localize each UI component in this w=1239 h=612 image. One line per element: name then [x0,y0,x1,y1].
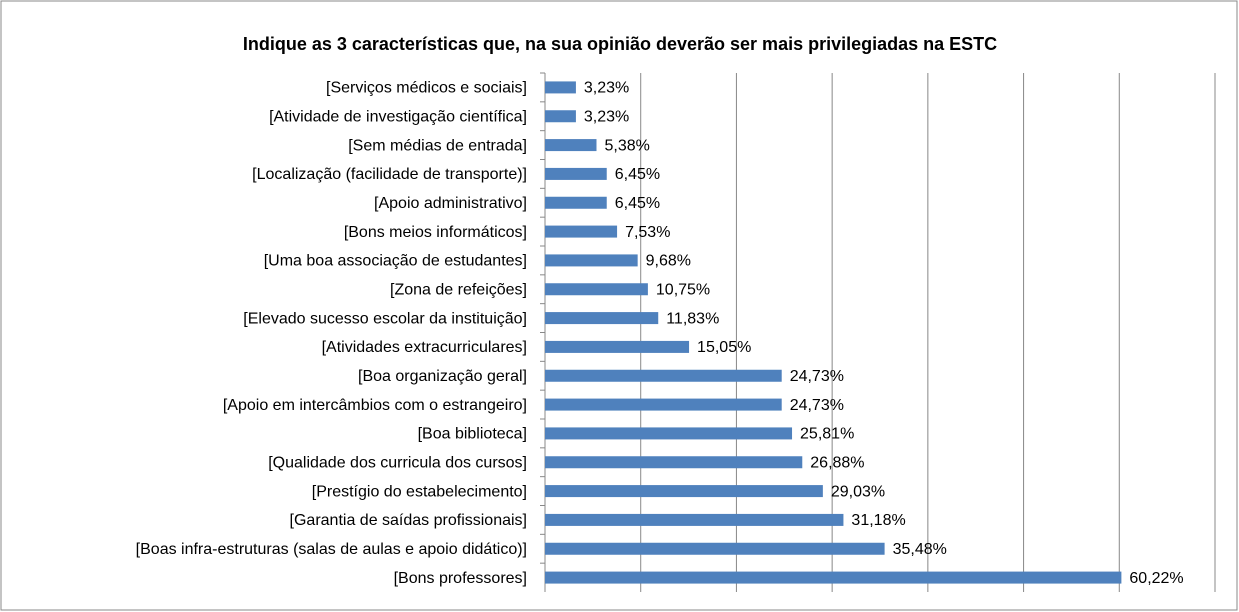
y-tick-label: [Boas infra-estruturas (salas de aulas e… [136,541,527,558]
bar [545,225,618,238]
bar [545,456,803,469]
bar [545,398,782,411]
bar [545,167,607,180]
bar [545,340,690,353]
data-label: 25,81% [800,426,854,443]
bar [545,139,597,152]
bar [545,254,638,267]
y-tick-label: [Bons professores] [394,570,527,587]
y-tick-label: [Uma boa associação de estudantes] [264,253,527,270]
data-label: 3,23% [584,108,629,125]
data-label: 10,75% [656,281,710,298]
data-label: 6,45% [615,195,660,212]
bar [545,571,1122,584]
y-tick-label: [Apoio administrativo] [374,195,527,212]
bar [545,427,793,440]
data-label: 11,83% [666,310,719,327]
data-label: 15,05% [697,339,751,356]
y-tick-label: [Prestígio do estabelecimento] [312,483,527,500]
y-tick-label: [Garantia de saídas profissionais] [290,512,527,529]
bar [545,110,576,123]
y-tick-label: [Bons meios informáticos] [344,224,527,241]
data-label: 29,03% [831,483,885,500]
y-tick-label: [Atividade de investigação científica] [269,108,527,125]
y-tick-label: [Serviços médicos e sociais] [326,80,527,97]
bar [545,196,607,209]
y-tick-label: [Boa biblioteca] [418,426,527,443]
y-tick-label: [Boa organização geral] [358,368,527,385]
y-tick-label: [Qualidade dos curricula dos cursos] [268,454,527,471]
data-label: 60,22% [1129,570,1183,587]
y-tick-label: [Localização (facilidade de transporte)] [252,166,527,183]
y-tick-label: [Apoio em intercâmbios com o estrangeiro… [223,397,527,414]
data-label: 24,73% [790,368,844,385]
y-tick-label: [Atividades extracurriculares] [322,339,527,356]
y-tick-label: [Sem médias de entrada] [348,137,527,154]
data-label: 24,73% [790,397,844,414]
data-label: 5,38% [604,137,649,154]
data-label: 26,88% [810,454,864,471]
bar [545,283,648,296]
bar [545,513,844,526]
data-label: 3,23% [584,80,629,97]
chart-title: Indique as 3 características que, na sua… [243,34,997,54]
data-label: 35,48% [893,541,947,558]
bar [545,81,576,94]
bar [545,369,782,382]
data-label: 6,45% [615,166,660,183]
bar [545,485,823,498]
data-label: 31,18% [851,512,905,529]
data-label: 7,53% [625,224,670,241]
bar [545,312,659,325]
y-tick-label: [Elevado sucesso escolar da instituição] [243,310,527,327]
y-tick-label: [Zona de refeições] [390,281,527,298]
bar [545,542,885,555]
data-label: 9,68% [646,253,691,270]
